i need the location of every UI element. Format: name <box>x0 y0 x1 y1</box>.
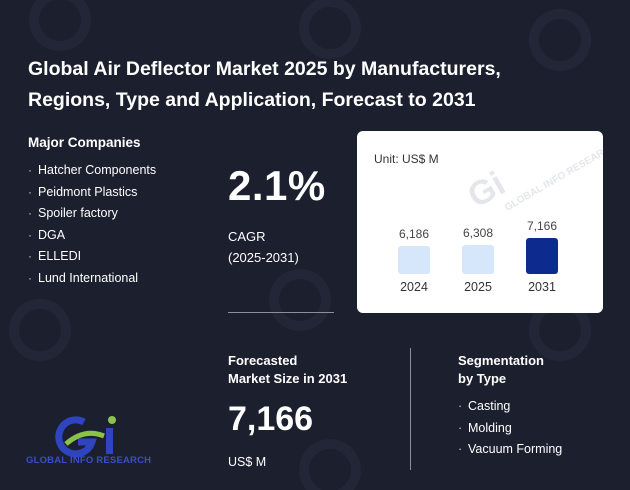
cagr-label-text: CAGR <box>228 229 266 244</box>
cagr-period: (2025-2031) <box>228 250 299 265</box>
major-companies-heading: Major Companies <box>28 135 141 150</box>
segmentation-heading: Segmentation by Type <box>458 352 544 388</box>
chart-svg: Gi GLOBAL INFO RESEARCH 6,186 2024 6,308 20… <box>398 140 603 294</box>
segmentation-list: Casting Molding Vacuum Forming <box>458 396 562 461</box>
category-label: 2031 <box>528 280 556 294</box>
bar-2025 <box>462 245 494 274</box>
category-label: 2025 <box>464 280 492 294</box>
company-item: Spoiler factory <box>28 203 156 225</box>
segment-item: Molding <box>458 418 562 440</box>
company-item: DGA <box>28 225 156 247</box>
forecast-heading-line1: Forecasted <box>228 353 298 368</box>
chart-unit-label: Unit: US$ M <box>374 152 439 166</box>
page-title: Global Air Deflector Market 2025 by Manu… <box>28 58 501 111</box>
company-item: Lund International <box>28 268 156 290</box>
vertical-divider <box>410 348 411 470</box>
company-item: Hatcher Components <box>28 160 156 182</box>
divider <box>228 312 334 313</box>
forecast-unit: US$ M <box>228 455 267 469</box>
svg-text:GLOBAL INFO RESEARCH: GLOBAL INFO RESEARCH <box>503 140 603 213</box>
bar-value-label: 7,166 <box>527 219 557 233</box>
forecast-value: 7,166 <box>228 400 314 438</box>
gi-logo-icon <box>55 416 116 458</box>
companies-list: Hatcher Components Peidmont Plastics Spo… <box>28 160 156 289</box>
logo-text: GLOBAL INFO RESEARCH <box>26 455 152 466</box>
segment-item: Casting <box>458 396 562 418</box>
chart-watermark: Gi GLOBAL INFO RESEARCH <box>461 140 603 215</box>
bar-2024 <box>398 246 430 274</box>
category-label: 2024 <box>400 280 428 294</box>
bar-value-label: 6,308 <box>463 226 493 240</box>
company-item: Peidmont Plastics <box>28 182 156 204</box>
bar-2031 <box>526 238 558 274</box>
forecast-heading: Forecasted Market Size in 2031 <box>228 352 347 388</box>
segment-item: Vacuum Forming <box>458 439 562 461</box>
segmentation-heading-line1: Segmentation <box>458 353 544 368</box>
svg-text:Gi: Gi <box>461 165 511 216</box>
segmentation-heading-line2: by Type <box>458 371 507 386</box>
company-item: ELLEDI <box>28 246 156 268</box>
market-size-chart: Gi GLOBAL INFO RESEARCH 6,186 2024 6,308 20… <box>357 131 603 313</box>
forecast-heading-line2: Market Size in 2031 <box>228 371 348 386</box>
cagr-value: 2.1% <box>228 162 326 209</box>
cagr-label: CAGR (2025-2031) <box>228 226 299 268</box>
bar-value-label: 6,186 <box>399 227 429 241</box>
